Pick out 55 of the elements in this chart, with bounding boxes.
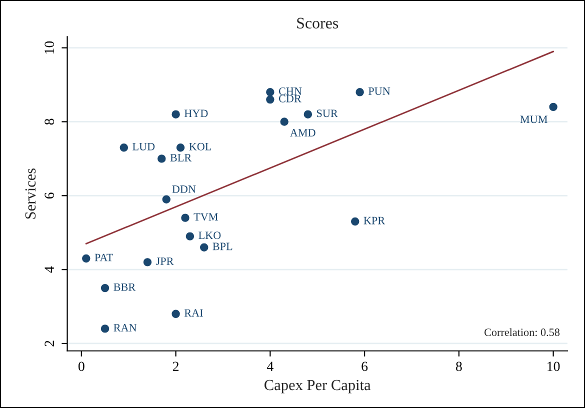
point	[82, 254, 90, 263]
annotation: PAT	[94, 254, 114, 262]
point	[143, 258, 152, 266]
annotation: KPR	[364, 216, 386, 224]
x-tick-label: 0	[78, 362, 84, 372]
point	[176, 143, 185, 152]
point	[351, 217, 360, 226]
y-tick-label: 10	[44, 41, 54, 54]
annotation: LKO	[198, 232, 221, 240]
annotation: Correlation: 0.58	[484, 328, 560, 336]
annotation: RAN	[114, 324, 137, 332]
annotation: LUD	[132, 142, 155, 150]
x-tick-label: 4	[266, 362, 274, 371]
annotation: HYD	[184, 110, 208, 118]
point	[266, 95, 274, 104]
point	[100, 284, 110, 292]
point	[549, 102, 558, 112]
annotation: AMD	[290, 129, 316, 136]
annotation: JPR	[156, 258, 174, 265]
y-tick-label: 6	[44, 192, 54, 199]
annotation: RAI	[184, 309, 203, 317]
x-tick-label: 10	[548, 362, 560, 372]
annotation: TVM	[194, 213, 218, 221]
y-axis-title: Services	[25, 168, 36, 219]
chart-title: Scores	[297, 18, 338, 29]
point	[280, 118, 288, 126]
x-axis-title: Capex Per Capita	[264, 380, 371, 394]
point	[172, 110, 180, 118]
x-tick-label: 2	[172, 362, 179, 371]
point	[162, 195, 170, 204]
point	[181, 214, 190, 222]
annotation: CDR	[278, 94, 302, 102]
x-tick-label: 6	[362, 362, 368, 372]
point	[304, 110, 312, 118]
point	[172, 310, 180, 318]
y-tick-label: 2	[44, 340, 54, 346]
point	[356, 88, 364, 96]
point	[186, 232, 194, 240]
point	[266, 88, 274, 96]
annotation: BBR	[114, 283, 136, 291]
annotation: PUN	[368, 88, 390, 95]
point	[158, 154, 166, 163]
y-tick-label: 4	[44, 266, 54, 273]
annotation: BPL	[212, 242, 232, 250]
point	[100, 324, 110, 333]
annotation: MUM	[520, 116, 548, 124]
y-tick-label: 8	[44, 118, 54, 125]
annotation: KOL	[189, 142, 212, 150]
annotation: SUR	[317, 110, 338, 118]
annotation: CHN	[278, 87, 302, 95]
annotation: DDN	[172, 186, 196, 193]
annotation: BLR	[170, 154, 192, 162]
x-tick-label: 8	[456, 362, 462, 372]
point	[120, 143, 128, 152]
point	[200, 243, 208, 252]
